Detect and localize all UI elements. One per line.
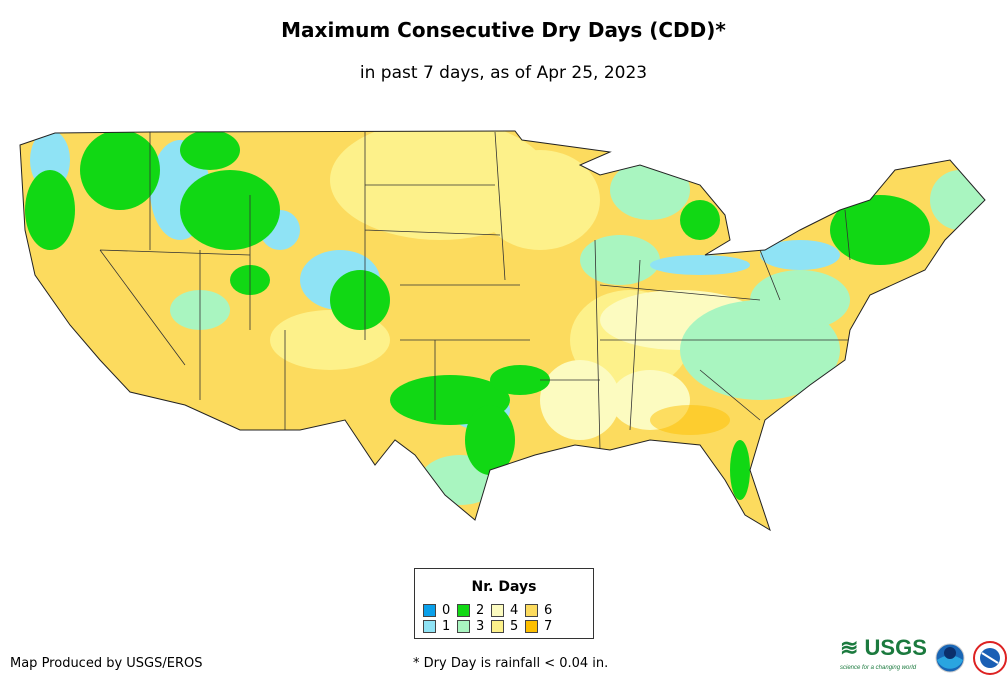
legend-label: 7: [544, 619, 553, 634]
legend-item-4: 4: [491, 603, 518, 618]
legend-swatch: [457, 620, 470, 633]
usgs-logo: ≋ USGS science for a changing world: [840, 635, 927, 672]
noaa-logo: [935, 643, 965, 673]
legend-item-0: 0: [423, 603, 450, 618]
legend-label: 5: [510, 619, 519, 634]
legend-swatch: [423, 620, 436, 633]
legend-swatch: [457, 604, 470, 617]
map-title: Maximum Consecutive Dry Days (CDD)*: [281, 18, 726, 42]
agency-logos: ≋ USGS science for a changing world: [840, 635, 1007, 678]
legend-label: 2: [476, 603, 485, 618]
legend-swatch: [525, 620, 538, 633]
cdd-raster: [20, 131, 985, 530]
legend-swatch: [525, 604, 538, 617]
footnote: * Dry Day is rainfall < 0.04 in.: [413, 656, 609, 671]
legend-label: 4: [510, 603, 519, 618]
legend-label: 1: [442, 619, 451, 634]
legend-item-3: 3: [457, 619, 484, 634]
legend-label: 6: [544, 603, 553, 618]
legend-title: Nr. Days: [471, 579, 537, 595]
map-subtitle: in past 7 days, as of Apr 25, 2023: [359, 63, 648, 83]
legend-label: 3: [476, 619, 485, 634]
legend-item-1: 1: [423, 619, 450, 634]
state-borders: [99, 131, 851, 451]
legend-item-2: 2: [457, 603, 484, 618]
legend-swatch: [491, 604, 504, 617]
legend-item-6: 6: [525, 603, 552, 618]
legend-label: 0: [442, 603, 451, 618]
nws-logo: [972, 641, 1007, 675]
legend-item-7: 7: [525, 619, 552, 634]
legend-item-5: 5: [491, 619, 518, 634]
legend-swatch: [491, 620, 504, 633]
credit-text: Map Produced by USGS/EROS: [10, 656, 203, 671]
legend-swatch: [423, 604, 436, 617]
